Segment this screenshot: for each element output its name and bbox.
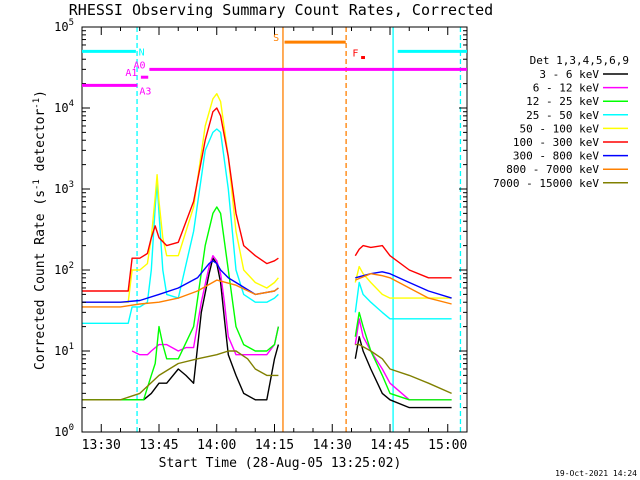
legend-label: 100 - 300 keV bbox=[513, 136, 599, 149]
legend-label: 25 - 50 keV bbox=[526, 109, 599, 122]
y-axis-label-mid: detector bbox=[33, 109, 48, 180]
flag-bar-label: A3 bbox=[139, 86, 151, 97]
legend-label: 6 - 12 keV bbox=[533, 82, 600, 95]
plot-area bbox=[82, 27, 462, 432]
y-tick-label: 103 bbox=[54, 180, 74, 196]
x-axis-label: Start Time (28-Aug-05 13:25:02) bbox=[159, 456, 402, 471]
y-axis-label-main: Corrected Count Rate (s bbox=[33, 190, 48, 370]
flag-bar-label: A1 bbox=[125, 68, 137, 79]
x-tick-label: 14:00 bbox=[197, 438, 236, 453]
flag-bar-label: S bbox=[273, 33, 279, 44]
flag-bar-label: F bbox=[352, 49, 358, 60]
legend-title: Det 1,3,4,5,6,9 bbox=[530, 54, 629, 67]
legend-label: 7000 - 15000 keV bbox=[493, 177, 599, 190]
series-line bbox=[82, 107, 452, 292]
y-tick-label: 105 bbox=[54, 18, 74, 34]
y-tick-label: 100 bbox=[54, 423, 74, 439]
footer-timestamp: 19-Oct-2021 14:24 bbox=[555, 469, 637, 478]
y-axis: 100 101 102 103 104 105 bbox=[54, 18, 467, 439]
chart-title: RHESSI Observing Summary Count Rates, Co… bbox=[69, 1, 493, 19]
y-axis-label-end: ) bbox=[33, 90, 48, 98]
x-tick-label: 13:30 bbox=[82, 438, 121, 453]
y-axis-label-sup-2: -1 bbox=[32, 98, 42, 109]
legend-label: 800 - 7000 keV bbox=[506, 163, 599, 176]
series-line bbox=[82, 343, 452, 401]
y-tick-label: 101 bbox=[54, 342, 74, 358]
x-tick-label: 14:30 bbox=[313, 438, 352, 453]
x-axis: 13:30 13:45 14:00 14:15 14:30 14:45 15:00 bbox=[81, 27, 468, 453]
series-line bbox=[82, 257, 452, 409]
flag-bar-label: N bbox=[139, 47, 145, 58]
legend-label: 3 - 6 keV bbox=[539, 68, 599, 81]
y-tick-label: 104 bbox=[54, 99, 74, 115]
legend-label: 300 - 800 keV bbox=[513, 150, 599, 163]
series-line bbox=[82, 206, 452, 401]
x-tick-label: 13:45 bbox=[139, 438, 178, 453]
x-tick-label: 15:00 bbox=[428, 438, 467, 453]
flag-bar-label: A0 bbox=[133, 60, 145, 71]
x-tick-label: 14:45 bbox=[370, 438, 409, 453]
legend-label: 12 - 25 keV bbox=[526, 95, 599, 108]
y-axis-label-sup: -1 bbox=[32, 179, 42, 190]
series-line bbox=[131, 255, 452, 401]
y-tick-label: 102 bbox=[54, 261, 74, 277]
legend-label: 50 - 100 keV bbox=[520, 122, 600, 135]
series-line bbox=[82, 93, 452, 303]
series-line bbox=[82, 273, 452, 308]
y-axis-label: Corrected Count Rate (s-1 detector-1) bbox=[32, 90, 48, 370]
x-tick-label: 14:15 bbox=[255, 438, 294, 453]
